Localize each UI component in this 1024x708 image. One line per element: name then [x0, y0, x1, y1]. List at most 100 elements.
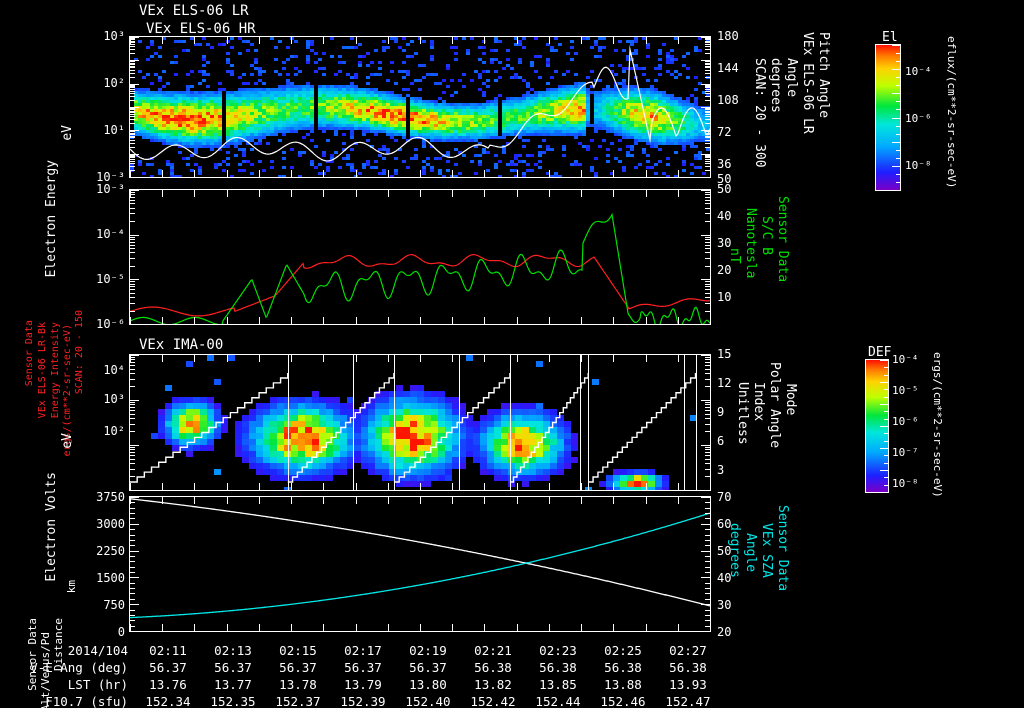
panel4-yrtick-4: 30: [717, 598, 732, 612]
panel4-yrtick-3: 40: [717, 571, 732, 585]
panel2-ylabel-3: Energy Intensity: [50, 322, 61, 419]
table-value-cell: 13.77: [214, 677, 252, 692]
panel2-yrlabel-3: Nanotesla: [743, 208, 758, 279]
table-time-cell: 02:21: [474, 643, 512, 658]
table-row-label: F10.7 (sfu): [45, 694, 128, 708]
colorbar2-tick-1: 10⁻⁵: [892, 384, 919, 397]
table-value-cell: 56.38: [604, 660, 642, 675]
panel3-ylabel-2: eV: [60, 433, 75, 449]
panel1-ytick-0: 10³: [103, 29, 125, 43]
panel4-yrtick-2: 50: [717, 544, 732, 558]
table-time-cell: 02:25: [604, 643, 642, 658]
panel1-yrtick-3: 72: [717, 125, 732, 139]
table-time-cell: 02:13: [214, 643, 252, 658]
panel2-yrtick-4: 10: [717, 290, 732, 304]
panel4-ytick-3: 1500: [96, 571, 125, 585]
colorbar1-gradient: [876, 45, 900, 190]
panel4-frame: [129, 496, 711, 632]
colorbar1-tick-2: 10⁻⁸: [905, 159, 932, 172]
panel4-ytick-5: 0: [117, 625, 125, 639]
colorbar1-title: El: [882, 30, 898, 45]
panel3-yrtick-0: 15: [717, 347, 732, 361]
table-value-cell: 56.38: [474, 660, 512, 675]
panel2-ylabel-2: VEx ELS-06 LR-Bk: [37, 322, 48, 419]
panel4-yrtick-5: 20: [717, 625, 732, 639]
table-value-cell: 152.46: [600, 694, 646, 708]
panel2-ytick-3: 10⁻⁶: [96, 317, 125, 331]
panel3-frame: [129, 354, 711, 491]
table-time-cell: 02:27: [669, 643, 707, 658]
panel3-yrtick-1: 12: [717, 376, 732, 390]
table-value-cell: 56.37: [279, 660, 317, 675]
table-time-cell: 02:17: [344, 643, 382, 658]
panel1-yrlabel-2: VEx ELS-06 LR: [800, 32, 815, 134]
panel2-ytick-0: 10⁻³: [96, 182, 125, 196]
table-value-cell: 56.38: [669, 660, 707, 675]
colorbar1-frame: [875, 44, 901, 191]
panel4-ytick-4: 750: [103, 598, 125, 612]
table-row-label: V-E Ang (deg): [30, 660, 128, 675]
colorbar2-title: DEF: [868, 345, 892, 360]
panel1-yrlabel-3: Angle: [784, 58, 799, 98]
panel1-title-lr: VEx ELS-06 LR: [139, 3, 249, 19]
table-value-cell: 56.37: [344, 660, 382, 675]
colorbar2-units: ergs/(cm**2-sr-sec-eV): [931, 352, 944, 498]
panel1-yrlabel-4: degrees: [768, 58, 783, 113]
energy-intensity-bfield-plot: [130, 190, 710, 324]
table-value-cell: 13.93: [669, 677, 707, 692]
panel1-ytick-3: 10⁻³: [96, 170, 125, 184]
panel4-ytick-1: 3000: [96, 517, 125, 531]
panel3-ytick-2: 10²: [103, 424, 125, 438]
panel2-ytick-1: 10⁻⁴: [96, 227, 125, 241]
panel1-ytick-1: 10²: [103, 76, 125, 90]
table-time-cell: 02:23: [539, 643, 577, 658]
panel3-yrlabel-2: Polar Angle: [767, 362, 782, 449]
panel3-yrtick-4: 3: [717, 463, 725, 477]
panel3-ylabel-1: Electron Volts: [44, 472, 59, 582]
table-value-cell: 56.38: [539, 660, 577, 675]
panel3-yrlabel-1: Mode: [783, 384, 798, 416]
panel1-title-hr: VEx ELS-06 HR: [146, 21, 256, 37]
panel4-yrtick-0: 70: [717, 490, 732, 504]
panel3-yrtick-2: 9: [717, 405, 725, 419]
panel4-yrlabel-1: Sensor Data: [775, 505, 790, 592]
panel2-ylabel-5: SCAN: 20 - 150: [74, 310, 85, 395]
colorbar2-tick-4: 10⁻⁸: [892, 477, 919, 490]
table-time-cell: 02:15: [279, 643, 317, 658]
panel4-yrlabel-4: degrees: [727, 523, 742, 578]
panel2-yrlabel-2: S/C B: [759, 216, 774, 256]
table-row-label: LST (hr): [67, 677, 128, 692]
table-value-cell: 13.88: [604, 677, 642, 692]
panel2-ytick-2: 10⁻⁵: [96, 272, 125, 286]
table-value-cell: 13.82: [474, 677, 512, 692]
table-time-cell: 02:11: [149, 643, 187, 658]
panel1-yrtick-4: 36: [717, 157, 732, 171]
panel2-frame: [129, 189, 711, 325]
panel4-yrlabel-3: Angle: [743, 533, 758, 573]
panel1-yrtick-5: 50: [717, 172, 732, 186]
panel3-yrlabel-4: Unitless: [735, 382, 750, 445]
panel2-yrtick-2: 30: [717, 236, 732, 250]
panel3-yrtick-3: 6: [717, 434, 725, 448]
panel1-yrtick-2: 108: [717, 93, 739, 107]
panel1-yrlabel-1: Pitch Angle: [816, 32, 831, 119]
colorbar2-frame: [865, 359, 889, 493]
panel2-yrtick-0: 50: [717, 182, 732, 196]
panel1-ylabel-1: Electron Energy: [44, 160, 59, 278]
table-value-cell: 13.80: [409, 677, 447, 692]
colorbar1-tick-0: 10⁻⁴: [905, 65, 932, 78]
electron-energy-spectrogram: [130, 37, 710, 177]
panel3-title: VEx IMA-00: [139, 337, 224, 353]
table-value-cell: 56.37: [214, 660, 252, 675]
table-value-cell: 13.76: [149, 677, 187, 692]
colorbar1-units: eflux/(cm**2-sr-sec-eV): [945, 36, 958, 189]
panel1-ylabel-2: eV: [60, 125, 75, 141]
panel1-ytick-2: 10¹: [103, 123, 125, 137]
colorbar2-tick-2: 10⁻⁶: [892, 415, 919, 428]
panel3-ytick-1: 10³: [103, 392, 125, 406]
table-value-cell: 13.78: [279, 677, 317, 692]
panel1-yrtick-1: 144: [717, 61, 739, 75]
panel4-ytick-0: 3750: [96, 490, 125, 504]
table-value-cell: 13.85: [539, 677, 577, 692]
